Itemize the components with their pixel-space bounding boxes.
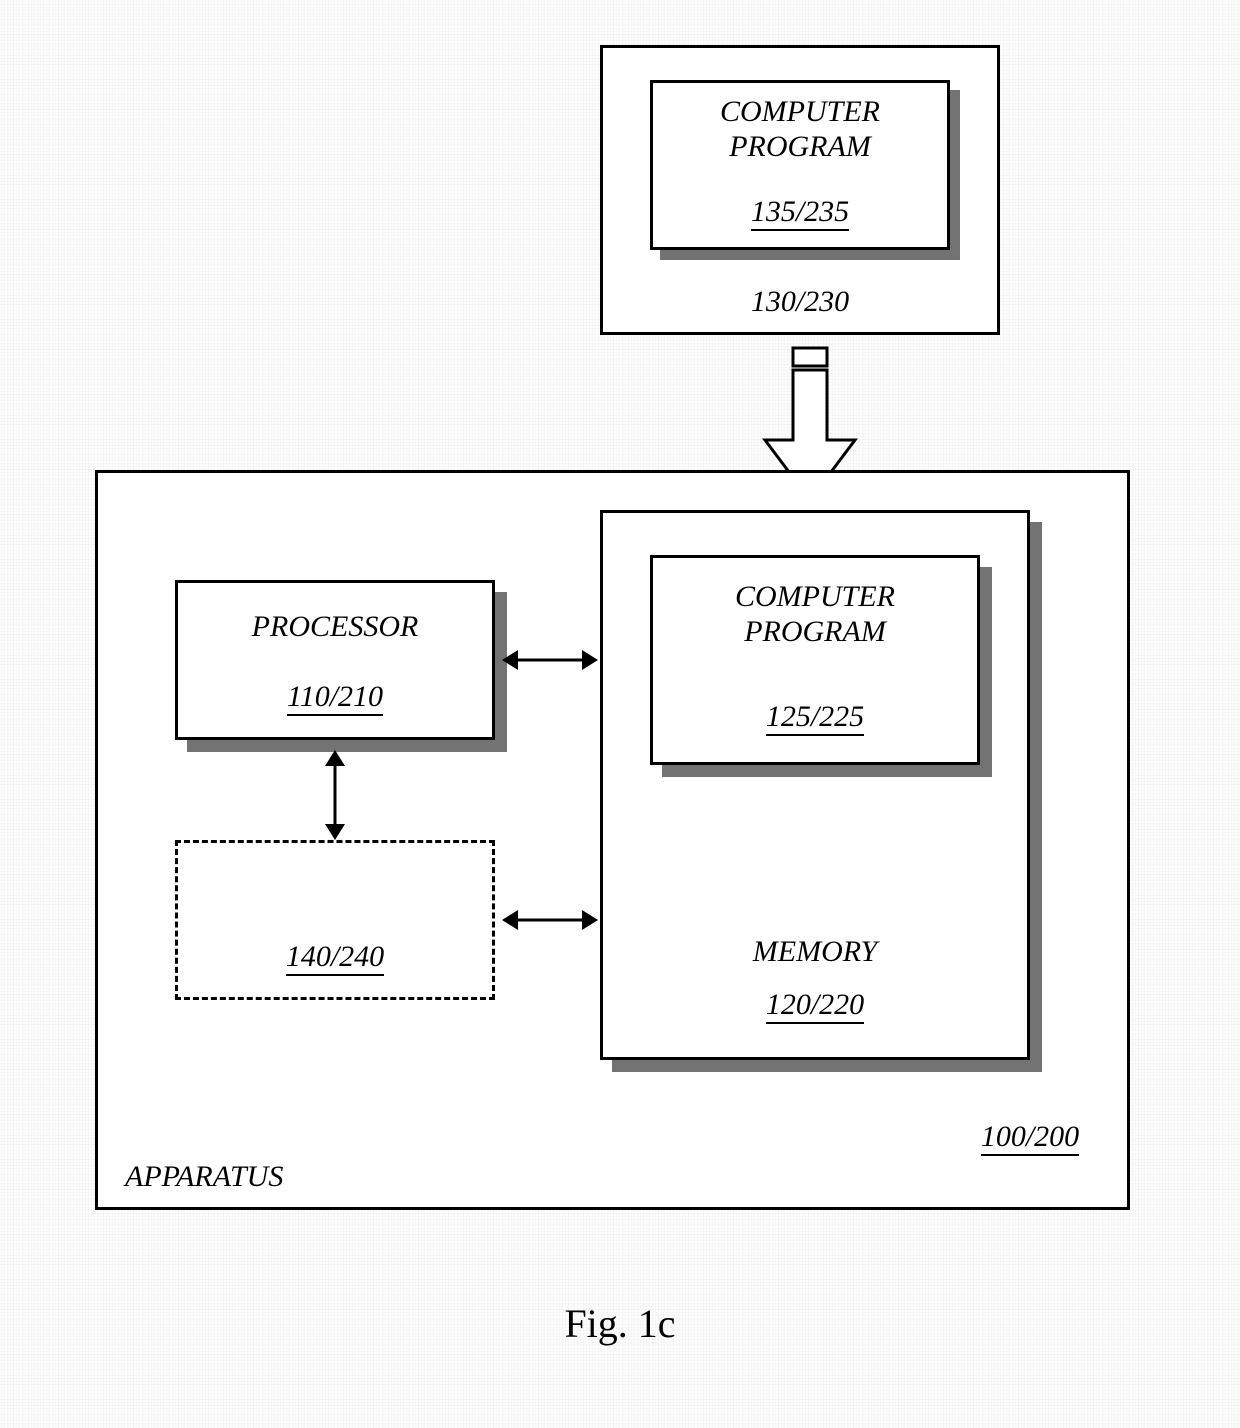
figure-caption: Fig. 1c	[0, 1300, 1240, 1347]
arrow-dash-mem	[500, 900, 600, 940]
storage-container-ref: 130/230	[600, 285, 1000, 319]
optional-ref: 140/240	[175, 940, 495, 974]
processor-title: PROCESSOR	[175, 610, 495, 645]
apparatus-ref: 100/200	[960, 1120, 1100, 1154]
inner-program-ref: 125/225	[650, 700, 980, 734]
processor-box	[175, 580, 495, 740]
memory-title: MEMORY	[600, 935, 1030, 970]
processor-ref: 110/210	[175, 680, 495, 714]
memory-ref: 120/220	[600, 988, 1030, 1022]
optional-box	[175, 840, 495, 1000]
diagram-stage: 130/230 COMPUTER PROGRAM 135/235 APPARAT…	[0, 0, 1240, 1428]
top-program-title: COMPUTER PROGRAM	[650, 95, 950, 164]
top-program-ref: 135/235	[650, 195, 950, 229]
inner-program-title: COMPUTER PROGRAM	[650, 580, 980, 649]
apparatus-title: APPARATUS	[125, 1160, 283, 1195]
arrow-proc-dash	[315, 748, 355, 842]
arrow-proc-mem	[500, 640, 600, 680]
